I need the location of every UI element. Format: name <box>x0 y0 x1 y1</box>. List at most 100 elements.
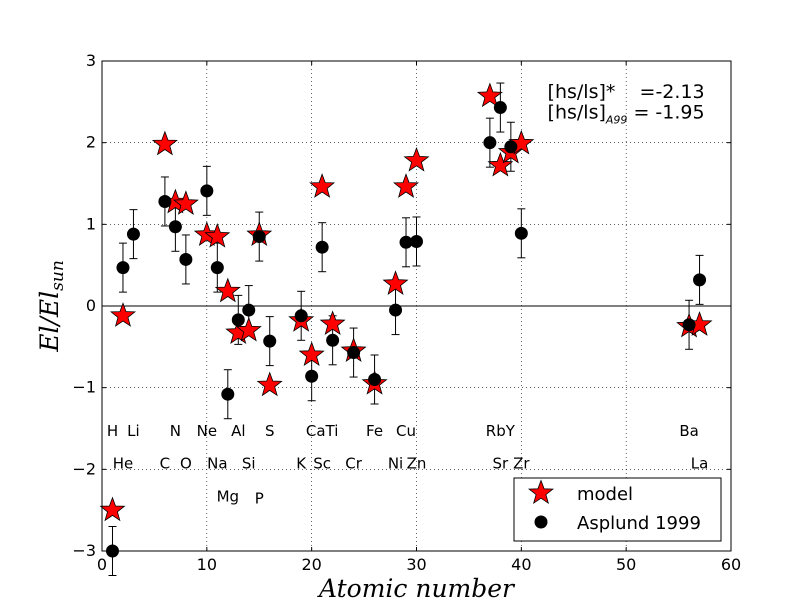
model-point <box>298 341 325 367</box>
asplund-point <box>693 273 707 287</box>
model-point <box>151 130 178 156</box>
model-point <box>214 277 241 303</box>
legend-model-label: model <box>577 484 633 505</box>
element-label: Zn <box>407 455 427 473</box>
y-tick-label: −3 <box>72 541 96 560</box>
model-point <box>235 316 262 342</box>
model-point <box>403 146 430 172</box>
x-axis-label: Atomic number <box>317 574 516 603</box>
asplund-point <box>326 333 340 347</box>
asplund-point <box>368 373 382 386</box>
asplund-point <box>168 220 182 234</box>
asplund-point <box>263 334 277 348</box>
asplund-point <box>504 140 518 154</box>
element-label: Na <box>207 455 227 473</box>
y-axis-label-sub: sun <box>48 260 68 291</box>
asplund-point <box>116 261 130 275</box>
y-tick-label: 0 <box>86 296 96 315</box>
y-tick-label: 3 <box>86 51 96 70</box>
y-tick-label: −2 <box>72 459 96 478</box>
asplund-point <box>410 234 423 248</box>
asplund-point <box>252 230 266 244</box>
model-point <box>99 496 126 522</box>
y-tick-label: −1 <box>72 378 96 397</box>
asplund-point <box>294 309 308 323</box>
annotation-hsls-asplund-sub: A99 <box>605 113 628 126</box>
element-label: N <box>170 422 181 440</box>
asplund-point <box>221 387 235 401</box>
element-label: K <box>296 455 307 473</box>
y-axis-label-main: El/El <box>35 291 64 353</box>
asplund-point <box>493 101 507 115</box>
element-label: Li <box>127 422 140 440</box>
model-point <box>110 302 137 327</box>
element-label: Ne <box>197 422 217 440</box>
asplund-point <box>399 235 413 249</box>
x-tick-label: 40 <box>511 555 531 574</box>
element-label: Al <box>231 422 245 440</box>
annotation-hsls-asplund: [hs/ls]A99 = -1.95 <box>548 101 705 126</box>
element-label: Fe <box>366 422 383 440</box>
model-point <box>172 190 199 215</box>
asplund-point <box>347 346 361 360</box>
element-label: La <box>691 455 709 473</box>
element-label: Sc <box>313 455 331 473</box>
axis-ticks: 0 10 20 30 40 50 60 −3 −2 −1 0 1 2 3 <box>72 51 741 574</box>
element-label: Sr <box>493 455 510 473</box>
asplund-point <box>242 303 256 317</box>
x-tick-label: 30 <box>406 555 426 574</box>
model-point <box>319 310 346 336</box>
asplund-point <box>200 184 214 198</box>
y-axis-label: El/Elsun <box>35 260 68 353</box>
element-labels: H Li N Ne Al S CaTi Fe Cu RbY Ba He C O Na Si K Sc Cr Ni Zn S… <box>107 422 708 508</box>
x-tick-label: 50 <box>616 555 636 574</box>
model-point <box>476 82 503 108</box>
x-tick-label: 10 <box>197 555 217 574</box>
element-label: CaTi <box>306 422 339 440</box>
element-label: Ba <box>679 422 698 440</box>
annotation-hsls-asplund-value: = -1.95 <box>627 101 704 123</box>
annotation-hsls-model: [hs/ls]* =-2.13 <box>548 81 705 103</box>
model-point <box>204 222 231 248</box>
model-point <box>309 173 336 198</box>
ratio-annotations: [hs/ls]* =-2.13 [hs/ls]A99 = -1.95 <box>548 81 705 126</box>
element-label: S <box>265 422 275 440</box>
asplund-series <box>105 101 707 558</box>
asplund-point <box>179 252 193 266</box>
annotation-hsls-asplund-label: [hs/ls] <box>548 101 606 123</box>
model-point <box>382 270 409 296</box>
element-label: O <box>180 455 192 473</box>
legend-asplund-marker <box>534 515 548 529</box>
legend-box <box>513 477 722 542</box>
asplund-point <box>158 194 172 208</box>
asplund-point <box>305 369 319 383</box>
element-label: P <box>255 490 264 508</box>
asplund-point <box>514 226 528 240</box>
model-point <box>392 173 419 198</box>
element-label: Si <box>242 455 256 473</box>
y-tick-label: 1 <box>86 214 96 233</box>
asplund-point <box>315 240 329 254</box>
element-label: Cr <box>345 455 362 473</box>
element-label: H <box>107 422 118 440</box>
element-label: RbY <box>486 422 516 440</box>
x-tick-label: 60 <box>721 555 741 574</box>
legend-asplund-label: Asplund 1999 <box>577 513 701 534</box>
asplund-point <box>231 313 245 327</box>
asplund-point <box>210 261 224 275</box>
element-label: He <box>113 455 134 473</box>
asplund-point <box>483 136 497 150</box>
element-label: Mg <box>217 487 239 505</box>
legend-star <box>527 479 555 505</box>
element-label: C <box>160 455 170 473</box>
x-tick-label: 20 <box>301 555 321 574</box>
legend: model Asplund 1999 <box>513 477 722 542</box>
element-label: Zr <box>513 455 530 473</box>
y-tick-label: 2 <box>86 133 96 152</box>
model-point <box>508 129 535 155</box>
model-point <box>487 151 514 177</box>
asplund-point <box>389 303 403 317</box>
legend-model-marker <box>527 479 555 505</box>
x-tick-label: 0 <box>97 555 107 574</box>
